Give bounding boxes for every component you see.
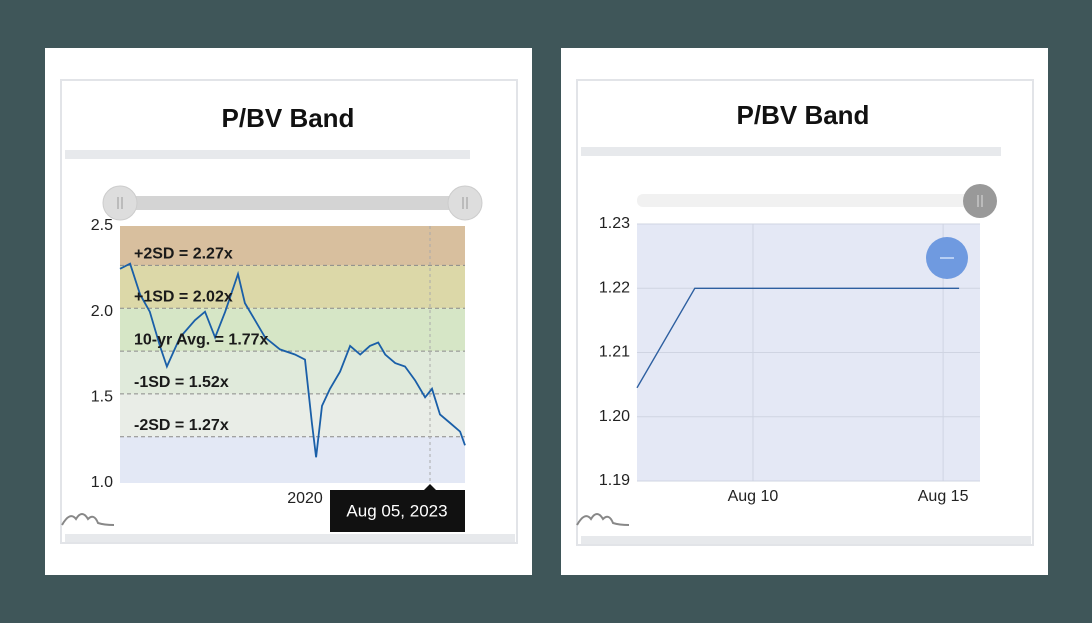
range-slider[interactable] bbox=[637, 194, 980, 207]
slider-handle[interactable] bbox=[447, 185, 483, 221]
band-label: -2SD = 1.27x bbox=[134, 417, 229, 434]
chart-title: P/BV Band bbox=[222, 103, 355, 133]
range-slider[interactable] bbox=[120, 196, 465, 210]
y-tick-label: 1.20 bbox=[599, 408, 630, 425]
y-tick-label: 1.23 bbox=[599, 215, 630, 232]
slider-handle[interactable] bbox=[102, 185, 138, 221]
logo bbox=[576, 513, 630, 526]
band-zone bbox=[120, 393, 465, 437]
header-bar bbox=[65, 150, 470, 159]
header-bar bbox=[581, 147, 1001, 156]
x-tick-label: Aug 15 bbox=[918, 488, 969, 505]
logo bbox=[61, 513, 115, 526]
footer-bar bbox=[581, 536, 1031, 544]
slider-handle[interactable] bbox=[963, 184, 997, 218]
band-label: +1SD = 2.02x bbox=[134, 288, 233, 305]
y-tick-label: 1.19 bbox=[599, 472, 630, 489]
series-line bbox=[119, 262, 466, 458]
handle-grip bbox=[977, 195, 983, 207]
band-zone bbox=[120, 226, 465, 266]
y-tick-label: 2.0 bbox=[91, 303, 113, 320]
band-zone bbox=[120, 351, 465, 394]
band-label: 10-yr Avg. = 1.77x bbox=[134, 331, 269, 348]
y-tick-label: 1.0 bbox=[91, 474, 113, 491]
footer-bar bbox=[65, 534, 515, 542]
y-tick-label: 1.22 bbox=[599, 279, 630, 296]
band-zone bbox=[120, 265, 465, 309]
panel-border bbox=[60, 79, 518, 544]
chart-title: P/BV Band bbox=[737, 100, 870, 130]
y-tick-label: 1.21 bbox=[599, 344, 630, 361]
y-tick-label: 2.5 bbox=[91, 217, 113, 234]
band-label: -1SD = 1.52x bbox=[134, 374, 229, 391]
handle-grip bbox=[117, 197, 468, 209]
series-line bbox=[636, 287, 960, 389]
band-zone bbox=[120, 436, 465, 483]
tooltip-text: Aug 05, 2023 bbox=[346, 501, 447, 520]
x-tick-label: Aug 10 bbox=[728, 488, 779, 505]
panel-border bbox=[576, 79, 1034, 546]
tooltip-box bbox=[330, 490, 465, 532]
y-tick-label: 1.5 bbox=[91, 389, 113, 406]
tooltip-pointer bbox=[424, 484, 436, 490]
band-label: +2SD = 2.27x bbox=[134, 246, 233, 263]
x-tick-label: 2020 bbox=[287, 490, 323, 507]
